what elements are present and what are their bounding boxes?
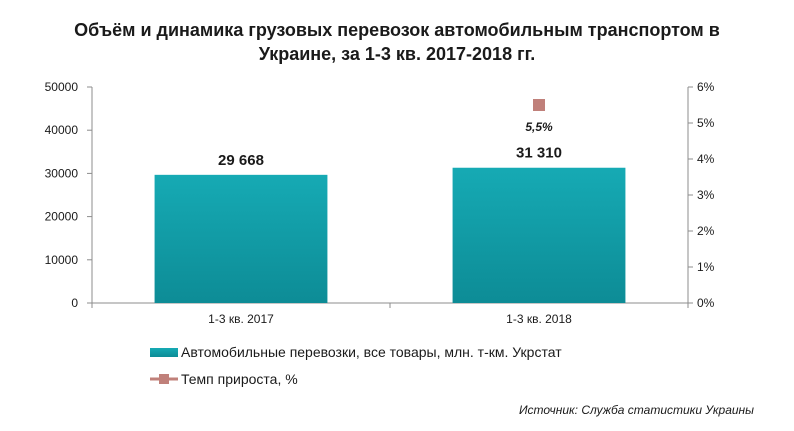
legend: Автомобильные перевозки, все товары, млн… [150,344,562,387]
y-tick-label: 10000 [45,253,79,267]
growth-value-label: 5,5% [525,120,553,134]
legend-label-growth: Темп прироста, % [181,371,298,387]
y2-tick-label: 1% [697,260,715,274]
legend-swatch-bar [150,348,178,357]
bars: 29 668 31 310 [154,145,626,303]
bar [154,174,328,303]
y-tick-label: 50000 [45,80,79,94]
y2-tick-label: 2% [697,224,715,238]
chart-title-line-2: Украине, за 1-3 кв. 2017-2018 гг. [258,44,536,64]
bar-value-label: 31 310 [516,145,562,162]
bar-value-label: 29 668 [218,152,264,169]
source-note: Источник: Служба статистики Украины [518,403,754,417]
legend-marker-growth [159,374,169,384]
y2-tick-label: 6% [697,80,715,94]
x-tick-label: 1-3 кв. 2017 [208,312,274,326]
chart-title: Объём и динамика грузовых перевозок авто… [0,18,794,66]
y2-tick-label: 3% [697,188,715,202]
y2-tick-label: 5% [697,116,715,130]
growth-marker [533,99,545,111]
legend-label-bar: Автомобильные перевозки, все товары, млн… [181,344,562,360]
growth-markers: 5,5% [525,99,553,134]
y-tick-label: 40000 [45,123,79,137]
y2-tick-label: 0% [697,296,715,310]
y2-tick-label: 4% [697,152,715,166]
x-tick-label: 1-3 кв. 2018 [506,312,572,326]
bar [452,167,626,303]
chart-title-line-1: Объём и динамика грузовых перевозок авто… [74,20,720,40]
y-tick-label: 30000 [45,166,79,180]
y-tick-label: 0 [71,296,78,310]
y-tick-label: 20000 [45,210,79,224]
